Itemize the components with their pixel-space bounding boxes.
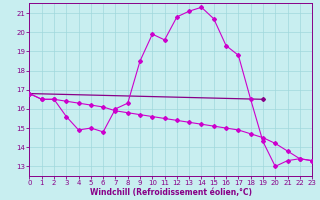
X-axis label: Windchill (Refroidissement éolien,°C): Windchill (Refroidissement éolien,°C) xyxy=(90,188,252,197)
